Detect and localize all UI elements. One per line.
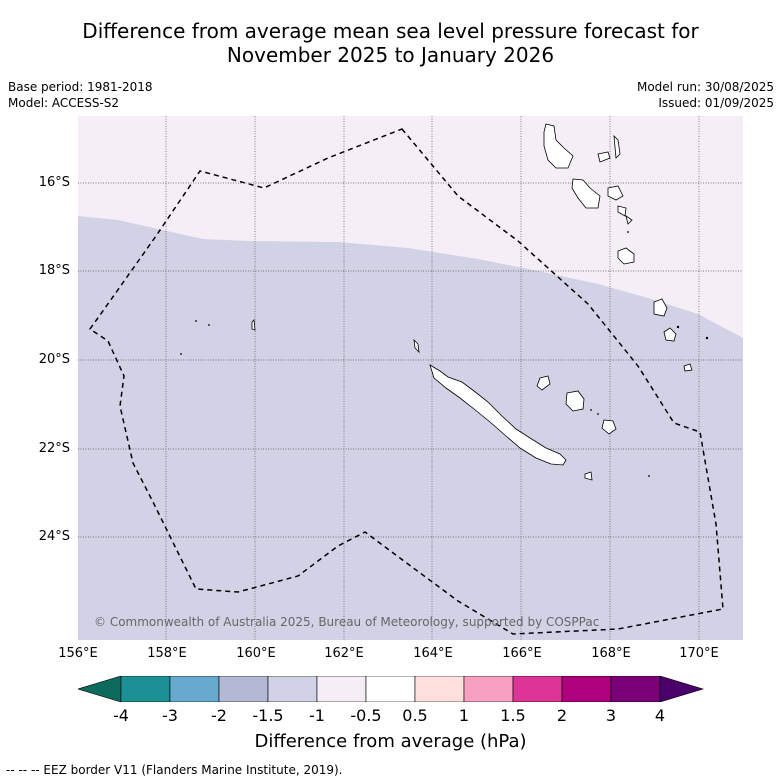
model-text: Model: ACCESS-S2 <box>8 96 120 110</box>
lat-label-18s: 18°S <box>38 263 70 278</box>
colorbar-segment <box>414 676 465 702</box>
colorbar-segment <box>120 676 171 702</box>
colorbar <box>78 676 705 702</box>
colorbar-segment <box>561 676 612 702</box>
colorbar-extend-high <box>659 676 705 702</box>
issued-text: Issued: 01/09/2025 <box>658 96 774 110</box>
colorbar-segment <box>169 676 220 702</box>
lon-label-160e: 160°E <box>236 646 276 661</box>
lat-label-22s: 22°S <box>38 441 70 456</box>
grid-lines <box>78 116 743 640</box>
colorbar-segment <box>463 676 514 702</box>
island-new-caledonia <box>429 364 567 466</box>
title-line-2: November 2025 to January 2026 <box>226 43 555 67</box>
cbar-tick-8: 1.5 <box>500 706 526 725</box>
anomaly-region-lavender <box>78 216 743 640</box>
lon-label-156e: 156°E <box>58 646 98 661</box>
eez-footnote: -- -- -- EEZ border V11 (Flanders Marine… <box>6 763 343 777</box>
cbar-tick-6: 0.5 <box>402 706 428 725</box>
map-svg: © Commonwealth of Australia 2025, Bureau… <box>78 116 743 640</box>
island-malekula <box>571 178 601 209</box>
meta-left: Base period: 1981-2018 Model: ACCESS-S2 <box>8 79 153 111</box>
colorbar-segment <box>610 676 661 702</box>
lon-label-170e: 170°E <box>679 646 719 661</box>
lon-label-166e: 166°E <box>502 646 542 661</box>
cbar-tick-4: -1 <box>309 706 325 725</box>
small-islets <box>180 231 709 477</box>
base-period-text: Base period: 1981-2018 <box>8 80 153 94</box>
island-loyalty-1 <box>536 375 551 391</box>
cbar-tick-7: 1 <box>458 706 470 725</box>
copyright-text: © Commonwealth of Australia 2025, Bureau… <box>94 615 599 629</box>
colorbar-label: Difference from average (hPa) <box>254 731 527 752</box>
coastlines <box>251 123 693 481</box>
map-title: Difference from average mean sea level p… <box>0 19 781 67</box>
cbar-tick-0: -4 <box>113 706 129 725</box>
lat-label-16s: 16°S <box>38 175 70 190</box>
lon-label-164e: 164°E <box>413 646 453 661</box>
lon-label-168e: 168°E <box>591 646 631 661</box>
lat-label-20s: 20°S <box>38 352 70 367</box>
cbar-tick-11: 4 <box>654 706 666 725</box>
cbar-tick-10: 3 <box>605 706 617 725</box>
island-tanna <box>653 298 668 317</box>
island-loyalty-3 <box>601 419 617 435</box>
lat-label-24s: 24°S <box>38 529 70 544</box>
colorbar-segment <box>512 676 563 702</box>
eez-border <box>88 128 724 635</box>
model-run-text: Model run: 30/08/2025 <box>636 80 774 94</box>
colorbar-segment <box>218 676 269 702</box>
island-loyalty-2 <box>565 390 585 412</box>
lon-label-162e: 162°E <box>324 646 364 661</box>
island-efate <box>617 247 635 265</box>
cbar-tick-5: -0.5 <box>350 706 382 725</box>
cbar-tick-1: -3 <box>162 706 178 725</box>
colorbar-segment <box>267 676 318 702</box>
colorbar-segment <box>365 676 416 702</box>
cbar-tick-3: -1.5 <box>252 706 284 725</box>
cbar-tick-2: -2 <box>211 706 227 725</box>
lon-label-158e: 158°E <box>147 646 187 661</box>
colorbar-segment <box>316 676 367 702</box>
colorbar-extend-low <box>78 676 122 702</box>
map-panel: © Commonwealth of Australia 2025, Bureau… <box>78 116 743 640</box>
colorbar-svg <box>78 676 705 702</box>
title-line-1: Difference from average mean sea level p… <box>82 19 699 43</box>
island-espiritu-santo <box>543 123 574 169</box>
cbar-tick-9: 2 <box>556 706 568 725</box>
meta-right: Model run: 30/08/2025 Issued: 01/09/2025 <box>637 79 774 111</box>
